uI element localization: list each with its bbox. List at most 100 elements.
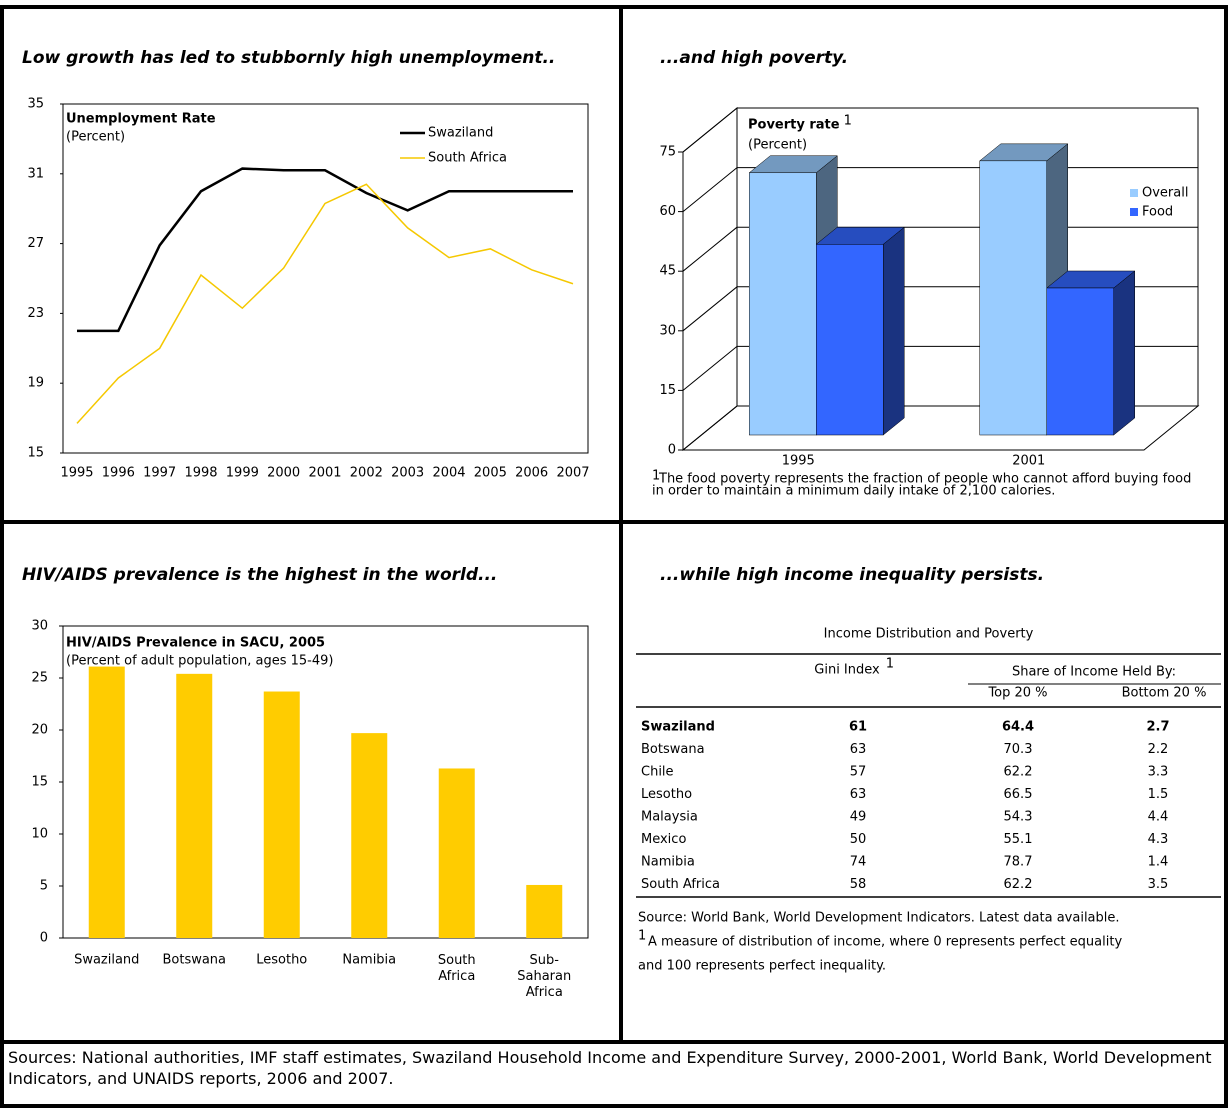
footnote: The food poverty represents the fraction… <box>658 472 1191 487</box>
y-tick-label: 19 <box>27 376 44 391</box>
y-tick-label: 5 <box>40 879 48 894</box>
column-header: Bottom 20 % <box>1122 686 1207 701</box>
y-tick-label: 35 <box>27 97 44 112</box>
column-header: Gini Index <box>814 663 880 678</box>
footnote-marker: 1 <box>652 469 660 484</box>
x-tick-label: Lesotho <box>256 953 307 968</box>
footnote: in order to maintain a minimum daily int… <box>652 484 1055 499</box>
table-cell: 57 <box>850 765 867 780</box>
x-tick-label: Botswana <box>162 953 226 968</box>
table-cell: 55.1 <box>1004 832 1033 847</box>
x-tick-label: 2001 <box>1012 454 1045 469</box>
footnote: and 100 represents perfect inequality. <box>638 959 886 974</box>
y-tick-label: 10 <box>31 827 48 842</box>
sources-note: Sources: National authorities, IMF staff… <box>8 1048 1212 1088</box>
x-tick-label: 1996 <box>102 466 135 481</box>
grid-line <box>682 405 738 451</box>
x-tick-label: 2005 <box>474 466 507 481</box>
table-cell: Lesotho <box>641 787 692 802</box>
x-tick-label: 2007 <box>556 466 589 481</box>
series-line <box>77 167 573 333</box>
table-cell: 4.4 <box>1148 810 1169 825</box>
y-tick-label: 30 <box>659 323 676 338</box>
table-cell: 49 <box>850 810 867 825</box>
panel-headline: Low growth has led to stubbornly high un… <box>22 48 555 68</box>
table-cell: 3.5 <box>1148 877 1169 892</box>
table-cell: 70.3 <box>1004 742 1033 757</box>
legend-swatch <box>1130 208 1138 216</box>
y-tick-label: 15 <box>31 775 48 790</box>
table-cell: 62.2 <box>1004 765 1033 780</box>
x-tick-label: Namibia <box>342 953 396 968</box>
column-header: Share of Income Held By: <box>1012 665 1176 680</box>
bar <box>526 884 563 938</box>
y-tick-label: 15 <box>659 383 676 398</box>
superscript: 1 <box>844 114 852 129</box>
table-cell: 74 <box>850 855 867 870</box>
table-cell: 50 <box>850 832 867 847</box>
x-tick-label: Swaziland <box>74 953 139 968</box>
bar <box>749 172 817 436</box>
y-tick-label: 45 <box>659 264 676 279</box>
table-cell: 3.3 <box>1148 765 1169 780</box>
y-tick-label: 15 <box>27 446 44 461</box>
y-tick-label: 75 <box>659 145 676 160</box>
y-tick-label: 0 <box>40 931 48 946</box>
table-cell: 63 <box>850 742 867 757</box>
x-tick-label: 1998 <box>184 466 217 481</box>
table-cell: Malaysia <box>641 810 698 825</box>
table-cell: Botswana <box>641 742 705 757</box>
table-cell: 78.7 <box>1004 855 1033 870</box>
bar <box>88 666 125 938</box>
table-source: Source: World Bank, World Development In… <box>638 911 1120 926</box>
bar-side <box>1113 270 1135 436</box>
series-line <box>76 183 574 424</box>
grid-line <box>682 107 738 153</box>
x-tick-label: 1995 <box>60 466 93 481</box>
legend-label: Overall <box>1142 186 1188 201</box>
x-tick-label: 2002 <box>350 466 383 481</box>
x-tick-label: 1997 <box>143 466 176 481</box>
chart-subtitle: (Percent) <box>748 138 807 153</box>
bar <box>979 160 1047 436</box>
chart-subtitle: (Percent of adult population, ages 15-49… <box>66 654 334 669</box>
y-tick-label: 20 <box>31 723 48 738</box>
panel-headline: ...and high poverty. <box>660 48 848 68</box>
bar <box>438 768 475 938</box>
bar <box>263 691 300 938</box>
panel-headline: ...while high income inequality persists… <box>660 565 1044 585</box>
x-tick-label: 2003 <box>391 466 424 481</box>
table-cell: 64.4 <box>1002 720 1034 735</box>
outer-border <box>0 5 1228 1108</box>
bar <box>176 673 213 938</box>
table-cell: 61 <box>849 720 867 735</box>
y-tick-label: 31 <box>27 166 44 181</box>
table-cell: 2.7 <box>1146 720 1169 735</box>
table-cell: 1.5 <box>1148 787 1169 802</box>
x-tick-label: 1995 <box>782 454 815 469</box>
table-cell: 63 <box>850 787 867 802</box>
y-tick-label: 30 <box>31 619 48 634</box>
side-wall <box>682 106 738 452</box>
table-cell: 1.4 <box>1148 855 1169 870</box>
grid-line <box>682 286 738 332</box>
chart-title: Poverty rate <box>748 118 840 133</box>
chart-subtitle: (Percent) <box>66 130 125 145</box>
table-cell: South Africa <box>641 877 720 892</box>
table-cell: 2.2 <box>1148 742 1169 757</box>
table-cell: Swaziland <box>641 720 715 735</box>
chart-title: HIV/AIDS Prevalence in SACU, 2005 <box>66 636 325 651</box>
grid-line <box>682 226 738 272</box>
bar-side <box>883 226 905 436</box>
table-cell: Mexico <box>641 832 686 847</box>
plot-frame <box>62 625 589 939</box>
table-cell: 66.5 <box>1004 787 1033 802</box>
x-tick-label: 2000 <box>267 466 300 481</box>
table-cell: 4.3 <box>1148 832 1169 847</box>
y-tick-label: 25 <box>31 671 48 686</box>
footnote: A measure of distribution of income, whe… <box>648 935 1122 950</box>
x-tick-label: 1999 <box>226 466 259 481</box>
legend-label: South Africa <box>428 151 507 166</box>
